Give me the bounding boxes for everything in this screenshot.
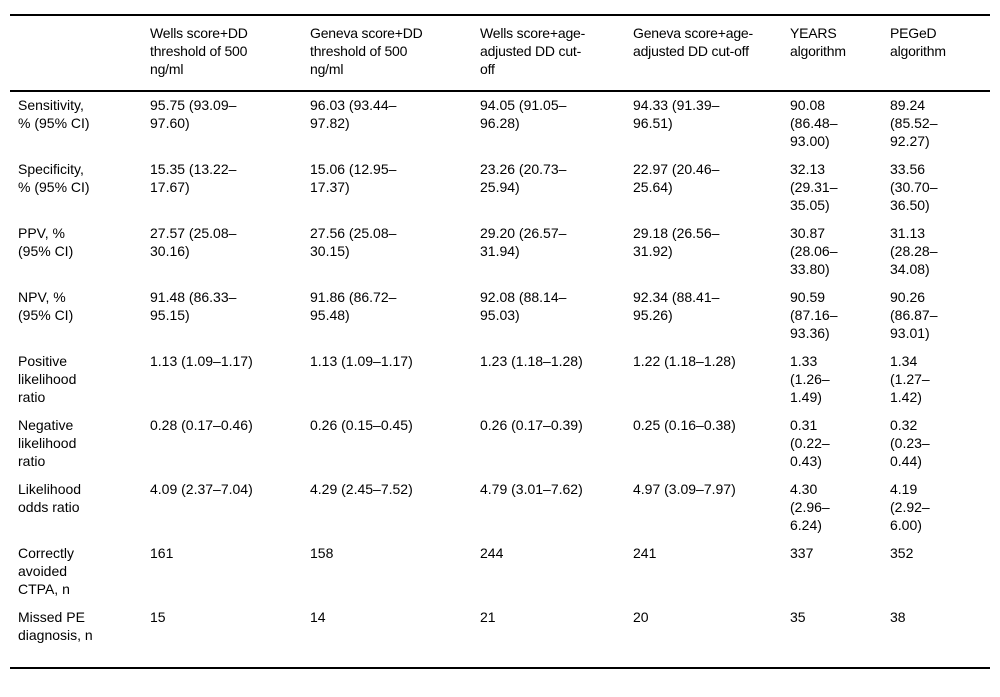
table-cell: 15.35 (13.22–17.67) [150, 161, 237, 195]
table-cell: 92.08 (88.14–95.03) [480, 289, 567, 323]
table-header: Wells score+DD threshold of 500 ng/ml Gen… [10, 15, 990, 92]
table-cell: 27.56 (25.08–30.15) [310, 225, 397, 259]
table-cell: 90.26 (86.87–93.01) [890, 289, 938, 341]
table-cell: 0.28 (0.17–0.46) [150, 417, 253, 433]
table-cell: 23.26 (20.73–25.94) [480, 161, 567, 195]
table-cell: 15 [150, 609, 166, 625]
row-label: PPV, % (95% CI) [18, 225, 74, 259]
table-cell: 29.18 (26.56–31.92) [633, 225, 720, 259]
table-cell: 90.08 (86.48–93.00) [790, 97, 838, 149]
column-header: Wells score+DD threshold of 500 ng/ml [150, 15, 310, 92]
table-cell: 1.22 (1.18–1.28) [633, 353, 736, 369]
table-cell: 337 [790, 545, 814, 561]
table-cell: 33.56 (30.70–36.50) [890, 161, 938, 213]
table-cell: 244 [480, 545, 504, 561]
row-label: Sensitivity, % (95% CI) [18, 97, 90, 131]
table-cell: 0.32 (0.23–0.44) [890, 417, 930, 469]
row-label: Missed PE diagnosis, n [18, 609, 93, 643]
table-cell: 4.19 (2.92–6.00) [890, 481, 930, 533]
row-label: Positive likelihood ratio [18, 353, 77, 405]
table-cell: 4.97 (3.09–7.97) [633, 481, 736, 497]
row-label: Correctly avoided CTPA, n [18, 545, 75, 597]
table-cell: 29.20 (26.57–31.94) [480, 225, 567, 259]
column-header: PEGeD algorithm [890, 15, 990, 92]
column-header: Wells score+age-adjusted DD cut-off [480, 15, 633, 92]
column-header: YEARS algorithm [790, 15, 890, 92]
table-cell: 0.25 (0.16–0.38) [633, 417, 736, 433]
table-cell: 89.24 (85.52–92.27) [890, 97, 938, 149]
table-cell: 1.33 (1.26–1.49) [790, 353, 830, 405]
table-row: Likelihood odds ratio 4.09 (2.37–7.04) 4.2… [10, 476, 990, 540]
table-cell: 1.34 (1.27–1.42) [890, 353, 930, 405]
table-cell: 32.13 (29.31–35.05) [790, 161, 838, 213]
table-cell: 0.31 (0.22–0.43) [790, 417, 830, 469]
table-cell: 21 [480, 609, 496, 625]
table-cell: 90.59 (87.16–93.36) [790, 289, 838, 341]
table-row: Missed PE diagnosis, n 15 14 21 20 35 38 [10, 604, 990, 668]
column-header: Geneva score+age-adjusted DD cut-off [633, 15, 790, 92]
table-row: Sensitivity, % (95% CI) 95.75 (93.09–97.6… [10, 91, 990, 156]
table-cell: 1.13 (1.09–1.17) [310, 353, 413, 369]
table-cell: 1.13 (1.09–1.17) [150, 353, 253, 369]
table-cell: 4.09 (2.37–7.04) [150, 481, 253, 497]
table-cell: 15.06 (12.95–17.37) [310, 161, 397, 195]
table-body: Sensitivity, % (95% CI) 95.75 (93.09–97.6… [10, 91, 990, 668]
table-cell: 38 [890, 609, 906, 625]
table-row: Correctly avoided CTPA, n 161 158 244 241 337… [10, 540, 990, 604]
table-cell: 91.48 (86.33–95.15) [150, 289, 237, 323]
table-row: Negative likelihood ratio 0.28 (0.17–0.46… [10, 412, 990, 476]
table-cell: 352 [890, 545, 914, 561]
table-cell: 20 [633, 609, 649, 625]
header-row: Wells score+DD threshold of 500 ng/ml Gen… [10, 15, 990, 92]
row-label: NPV, % (95% CI) [18, 289, 74, 323]
table-cell: 35 [790, 609, 806, 625]
row-label: Likelihood odds ratio [18, 481, 82, 515]
row-label-column-header [10, 15, 150, 92]
table-cell: 0.26 (0.15–0.45) [310, 417, 413, 433]
table-cell: 95.75 (93.09–97.60) [150, 97, 237, 131]
table-cell: 4.79 (3.01–7.62) [480, 481, 583, 497]
table-cell: 27.57 (25.08–30.16) [150, 225, 237, 259]
table-row: Positive likelihood ratio 1.13 (1.09–1.17… [10, 348, 990, 412]
table-cell: 91.86 (86.72–95.48) [310, 289, 397, 323]
table-cell: 94.33 (91.39–96.51) [633, 97, 720, 131]
table-row: NPV, % (95% CI) 91.48 (86.33–95.15) 91.86 … [10, 284, 990, 348]
table-cell: 96.03 (93.44–97.82) [310, 97, 397, 131]
table-cell: 241 [633, 545, 657, 561]
table-row: PPV, % (95% CI) 27.57 (25.08–30.16) 27.56 … [10, 220, 990, 284]
table-cell: 30.87 (28.06–33.80) [790, 225, 838, 277]
table-cell: 0.26 (0.17–0.39) [480, 417, 583, 433]
table-cell: 4.29 (2.45–7.52) [310, 481, 413, 497]
table-row: Specificity, % (95% CI) 15.35 (13.22–17.6… [10, 156, 990, 220]
table-cell: 1.23 (1.18–1.28) [480, 353, 583, 369]
table-cell: 161 [150, 545, 174, 561]
column-header: Geneva score+DD threshold of 500 ng/ml [310, 15, 480, 92]
table-cell: 158 [310, 545, 334, 561]
table-cell: 22.97 (20.46–25.64) [633, 161, 720, 195]
table-cell: 94.05 (91.05–96.28) [480, 97, 567, 131]
table-cell: 31.13 (28.28–34.08) [890, 225, 938, 277]
row-label: Specificity, % (95% CI) [18, 161, 90, 195]
table-cell: 4.30 (2.96–6.24) [790, 481, 830, 533]
table-cell: 14 [310, 609, 326, 625]
table-cell: 92.34 (88.41–95.26) [633, 289, 720, 323]
row-label: Negative likelihood ratio [18, 417, 77, 469]
results-table: Wells score+DD threshold of 500 ng/ml Gen… [10, 14, 990, 669]
